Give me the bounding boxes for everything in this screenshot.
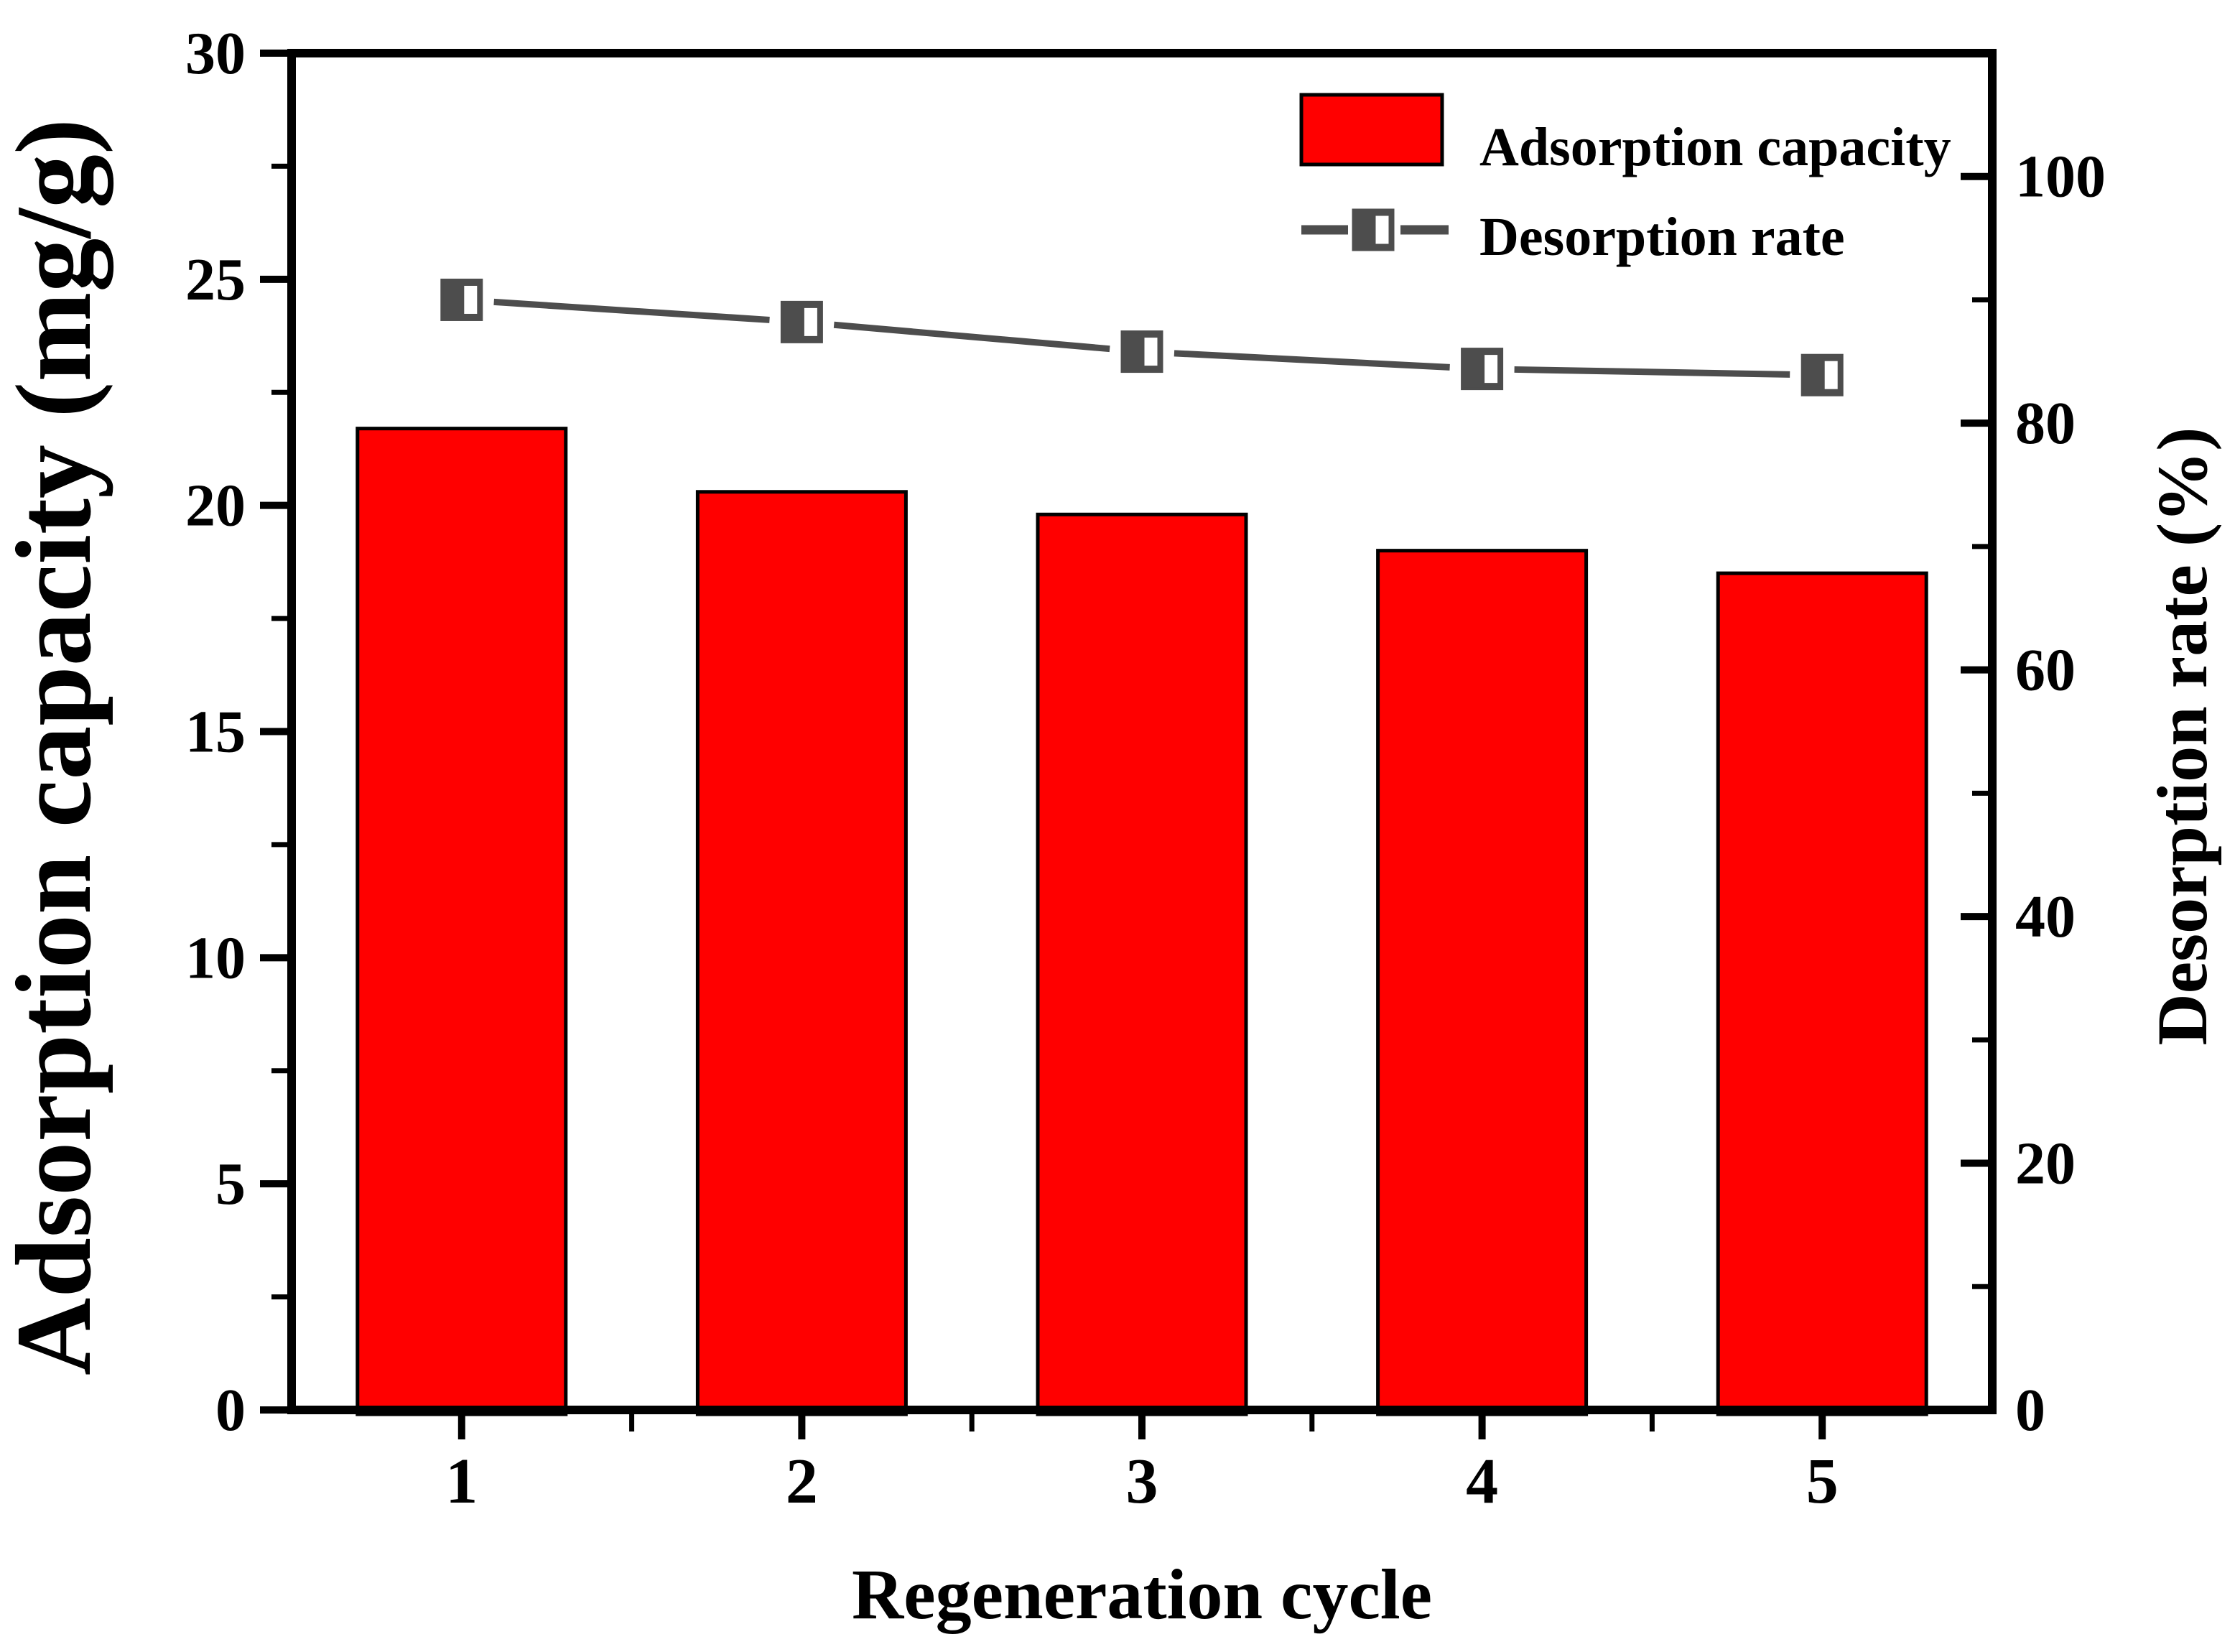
desorption-line-segment-1 <box>493 298 770 323</box>
legend-half-filled-square-marker-icon <box>1352 208 1395 251</box>
desorption-marker-cycle-5 <box>1800 353 1844 396</box>
legend-label-desorption-rate: Desorption rate <box>1479 207 1845 267</box>
desorption-marker-cycle-4-white-half <box>1482 353 1500 386</box>
bars-group <box>356 427 1928 1416</box>
x-tick-label-4: 4 <box>1466 1446 1498 1517</box>
right-tick-label-40: 40 <box>2015 883 2076 950</box>
right-tick-label-0: 0 <box>2015 1377 2045 1444</box>
left-tick-label-0: 0 <box>215 1377 246 1444</box>
legend-label-adsorption-capacity: Adsorption capacity <box>1479 117 1951 177</box>
right-axis-title: Desorption rate (%) <box>2142 427 2222 1046</box>
desorption-line-group <box>440 278 1844 396</box>
x-tick-label-3: 3 <box>1126 1446 1158 1517</box>
x-tick-label-5: 5 <box>1806 1446 1839 1517</box>
desorption-marker-cycle-4 <box>1461 348 1504 391</box>
x-tick-label-1: 1 <box>445 1446 478 1517</box>
left-tick-label-30: 30 <box>185 20 246 87</box>
bar-cycle-3 <box>1036 512 1248 1416</box>
desorption-marker-cycle-3 <box>1120 330 1163 373</box>
right-tick-label-80: 80 <box>2015 390 2076 457</box>
right-tick-label-100: 100 <box>2015 144 2106 210</box>
legend: Adsorption capacity Desorption rate <box>1299 93 1951 267</box>
left-axis-title: Adsorption capacity (mg/g) <box>0 119 113 1375</box>
left-tick-label-5: 5 <box>215 1151 246 1217</box>
desorption-marker-cycle-5-white-half <box>1822 358 1840 391</box>
left-tick-label-15: 15 <box>185 699 246 766</box>
desorption-line-segment-3 <box>1174 350 1450 371</box>
x-tick-label-2: 2 <box>786 1446 818 1517</box>
bar-cycle-2 <box>695 490 908 1416</box>
left-tick-label-25: 25 <box>185 246 246 313</box>
desorption-marker-cycle-1-white-half <box>462 283 480 316</box>
bar-cycle-5 <box>1716 571 1928 1416</box>
left-tick-label-10: 10 <box>185 924 246 991</box>
x-axis-title: Regeneration cycle <box>852 1554 1432 1634</box>
tick-labels-group: 0 5 10 15 20 25 30 0 20 40 60 80 100 1 2 3 4 5 <box>185 20 2106 1517</box>
desorption-line-segment-2 <box>833 321 1110 353</box>
desorption-marker-cycle-3-white-half <box>1142 335 1160 368</box>
legend-marker-symbol <box>1352 208 1395 251</box>
right-tick-label-60: 60 <box>2015 637 2076 704</box>
desorption-marker-cycle-2-white-half <box>801 305 819 338</box>
bar-cycle-4 <box>1376 549 1589 1416</box>
right-tick-label-20: 20 <box>2015 1131 2076 1197</box>
desorption-marker-cycle-1 <box>440 278 483 321</box>
legend-marker-symbol-white-half <box>1373 213 1391 246</box>
desorption-line-segment-4 <box>1514 366 1790 378</box>
left-tick-label-20: 20 <box>185 473 246 539</box>
plot-frame <box>287 49 1997 1414</box>
legend-bar-swatch <box>1299 93 1444 167</box>
desorption-marker-cycle-2 <box>780 300 823 343</box>
bar-cycle-1 <box>356 427 568 1416</box>
axis-ticks-group <box>260 50 1988 1439</box>
